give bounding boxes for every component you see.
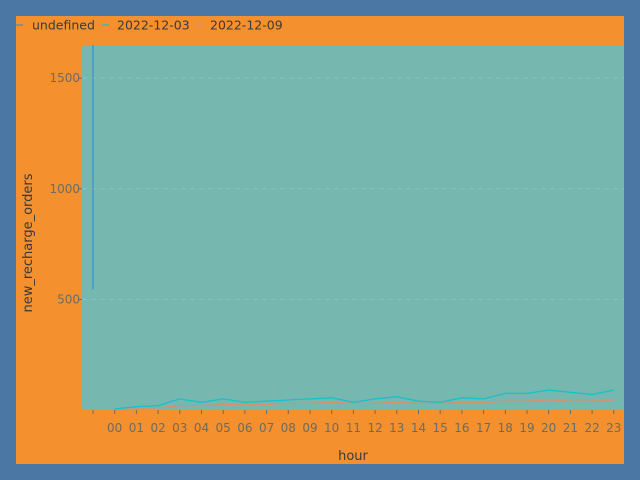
y-tick-label: 1500	[49, 71, 80, 85]
x-tick-label: 05	[216, 421, 231, 435]
chart-frame: 500 1000 1500 00 01 02 03 04 05 06 07 08 09 10 11 12 13…	[16, 16, 624, 464]
legend-label: 2022-12-03	[117, 18, 190, 33]
x-tick-label: 02	[150, 421, 165, 435]
x-tick-label: 23	[606, 421, 621, 435]
x-tick-label: 13	[389, 421, 404, 435]
x-tick-label: 17	[476, 421, 491, 435]
x-tick-label: 01	[129, 421, 144, 435]
x-tick-label: 11	[346, 421, 361, 435]
series-layer	[92, 45, 614, 411]
legend-label: 2022-12-09	[210, 18, 283, 33]
x-tick-label: 08	[281, 421, 296, 435]
grid-layer	[82, 77, 624, 300]
x-tick-label: 12	[367, 421, 382, 435]
x-tick-label: 19	[519, 421, 534, 435]
plot-area	[82, 45, 624, 410]
y-axis: 500 1000 1500	[49, 71, 82, 306]
legend: undefined 2022-12-03 2022-12-09	[16, 18, 283, 33]
x-tick-label: 15	[433, 421, 448, 435]
x-tick-label: 04	[194, 421, 209, 435]
x-tick-label: 00	[107, 421, 122, 435]
x-tick-label: 21	[563, 421, 578, 435]
x-tick-label: 03	[172, 421, 187, 435]
x-axis-title: hour	[338, 449, 368, 464]
x-tick-label: 14	[411, 421, 426, 435]
x-tick-label: 07	[259, 421, 274, 435]
x-tick-label: 06	[237, 421, 252, 435]
x-axis: 00 01 02 03 04 05 06 07 08 09 10 11 12 13 14 15 16 17 18 19…	[92, 410, 621, 435]
series-2022-12-09-line	[114, 399, 614, 411]
series-2022-12-03-line	[114, 389, 614, 410]
line-chart: 500 1000 1500 00 01 02 03 04 05 06 07 08 09 10 11 12 13…	[16, 18, 624, 464]
y-tick-label: 500	[57, 292, 80, 306]
y-tick-label: 1000	[49, 182, 80, 196]
x-tick-label: 09	[302, 421, 317, 435]
x-tick-label: 22	[584, 421, 599, 435]
x-tick-label: 18	[498, 421, 513, 435]
y-axis-title: new_recharge_orders	[21, 173, 36, 312]
x-tick-label: 10	[324, 421, 339, 435]
x-tick-label: 16	[454, 421, 469, 435]
x-tick-label: 20	[541, 421, 556, 435]
legend-label: undefined	[32, 18, 95, 33]
